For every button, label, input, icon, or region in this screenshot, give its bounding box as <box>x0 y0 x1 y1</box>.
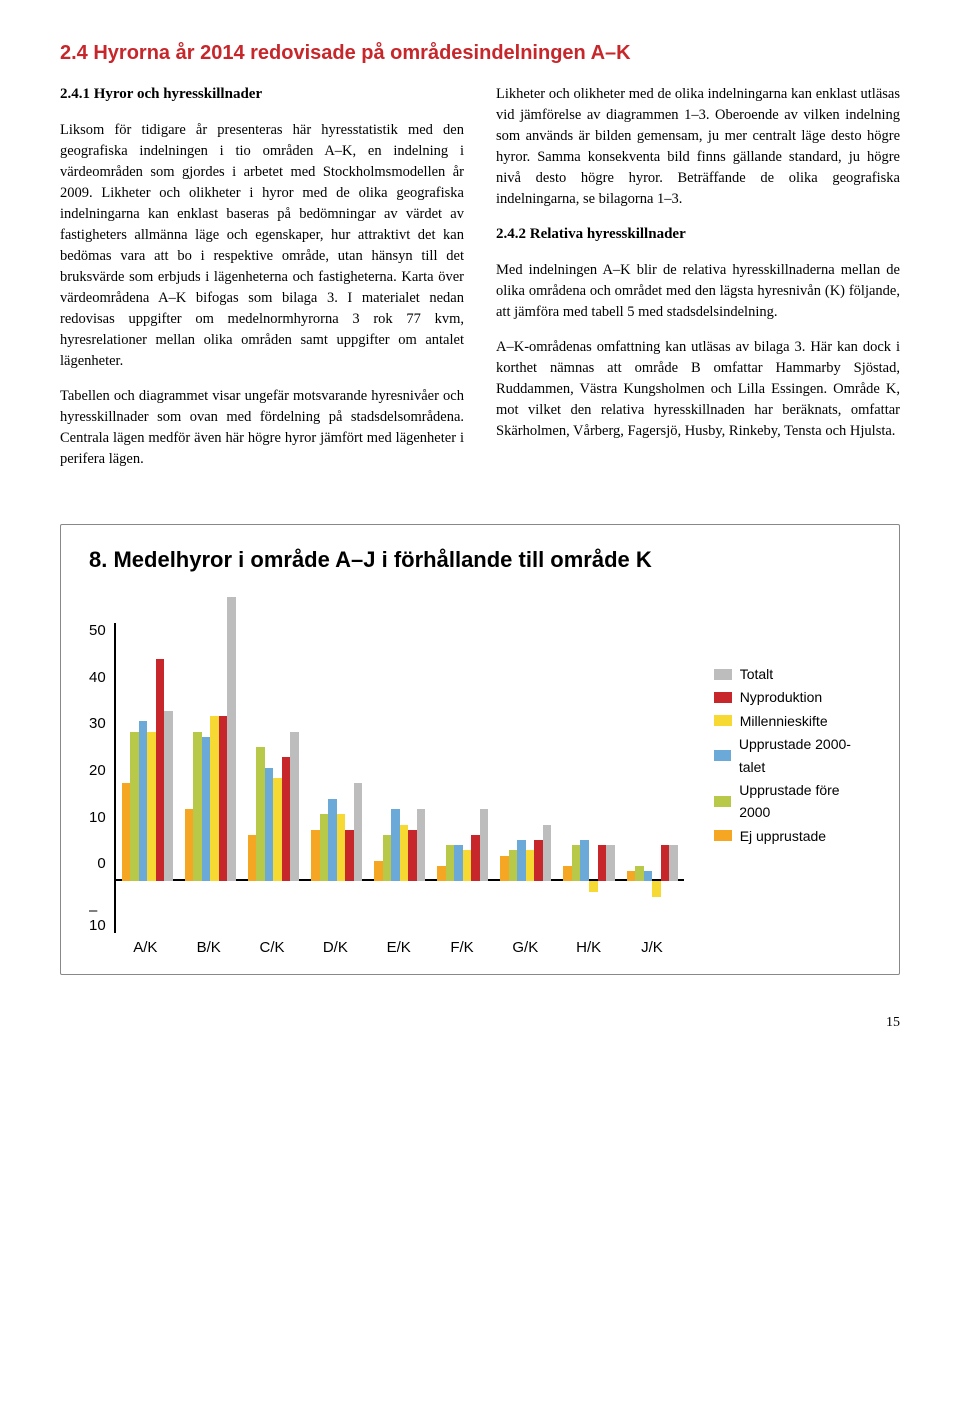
paragraph: Tabellen och diagrammet visar ungefär mo… <box>60 386 464 470</box>
legend-item: Upprustade 2000-talet <box>714 733 871 778</box>
legend-item: Ej upprustade <box>714 825 871 847</box>
x-tick-label: A/K <box>114 939 177 956</box>
legend-swatch <box>714 669 732 680</box>
y-tick-label: –10 <box>89 903 106 933</box>
right-column: Likheter och olikheter med de olika inde… <box>496 84 900 484</box>
y-axis: 50 40 30 20 10 0 –10 <box>89 623 114 933</box>
two-column-text: 2.4.1 Hyror och hyresskillnader Liksom f… <box>60 84 900 484</box>
bar-groups <box>116 623 684 933</box>
y-tick-label: 0 <box>97 856 105 871</box>
legend-swatch <box>714 796 732 807</box>
bar-group <box>179 623 242 933</box>
x-tick-label: G/K <box>494 939 557 956</box>
y-tick-label: 20 <box>89 763 106 778</box>
x-tick-label: J/K <box>620 939 683 956</box>
subsection-heading: 2.4.2 Relativa hyresskillnader <box>496 224 900 246</box>
x-tick-label: C/K <box>240 939 303 956</box>
bar-group <box>305 623 368 933</box>
page-number: 15 <box>60 1015 900 1031</box>
bar-group <box>116 623 179 933</box>
legend-label: Totalt <box>740 663 773 685</box>
x-axis: A/KB/KC/KD/KE/KF/KG/KH/KJ/K <box>114 939 684 956</box>
legend-label: Millennieskifte <box>740 710 828 732</box>
paragraph: A–K-områdenas omfattning kan utläsas av … <box>496 337 900 442</box>
subsection-heading: 2.4.1 Hyror och hyresskillnader <box>60 84 464 106</box>
bar-chart: 50 40 30 20 10 0 –10 A/KB/KC/KD/KE/KF/KG/KH/KJ… <box>89 623 684 956</box>
legend-label: Ej upprustade <box>740 825 826 847</box>
paragraph: Med indelningen A–K blir de relativa hyr… <box>496 260 900 323</box>
x-tick-label: H/K <box>557 939 620 956</box>
x-tick-label: F/K <box>430 939 493 956</box>
plot-area <box>114 623 684 933</box>
legend-item: Nyproduktion <box>714 686 871 708</box>
legend-swatch <box>714 692 732 703</box>
section-heading: 2.4 Hyrorna år 2014 redovisade på område… <box>60 40 900 66</box>
y-tick-label: 50 <box>89 623 106 638</box>
bar-group <box>431 623 494 933</box>
x-tick-label: D/K <box>304 939 367 956</box>
legend-swatch <box>714 715 732 726</box>
y-tick-label: 40 <box>89 670 106 685</box>
bar-group <box>494 623 557 933</box>
legend: TotaltNyproduktionMillennieskifteUpprust… <box>714 663 871 848</box>
paragraph: Liksom för tidigare år presenteras här h… <box>60 120 464 372</box>
chart-title: 8. Medelhyror i område A–J i förhållande… <box>89 547 871 573</box>
bar-group <box>242 623 305 933</box>
legend-label: Upprustade 2000-talet <box>739 733 871 778</box>
x-tick-label: E/K <box>367 939 430 956</box>
legend-item: Totalt <box>714 663 871 685</box>
legend-swatch <box>714 830 732 841</box>
bar-group <box>621 623 684 933</box>
x-tick-label: B/K <box>177 939 240 956</box>
y-tick-label: 30 <box>89 716 106 731</box>
chart-container: 8. Medelhyror i område A–J i förhållande… <box>60 524 900 975</box>
bar-group <box>368 623 431 933</box>
y-tick-label: 10 <box>89 810 106 825</box>
legend-item: Millennieskifte <box>714 710 871 732</box>
paragraph: Likheter och olikheter med de olika inde… <box>496 84 900 210</box>
legend-item: Upprustade före 2000 <box>714 779 871 824</box>
left-column: 2.4.1 Hyror och hyresskillnader Liksom f… <box>60 84 464 484</box>
legend-label: Upprustade före 2000 <box>739 779 871 824</box>
legend-label: Nyproduktion <box>740 686 823 708</box>
bar-group <box>557 623 620 933</box>
legend-swatch <box>714 750 731 761</box>
